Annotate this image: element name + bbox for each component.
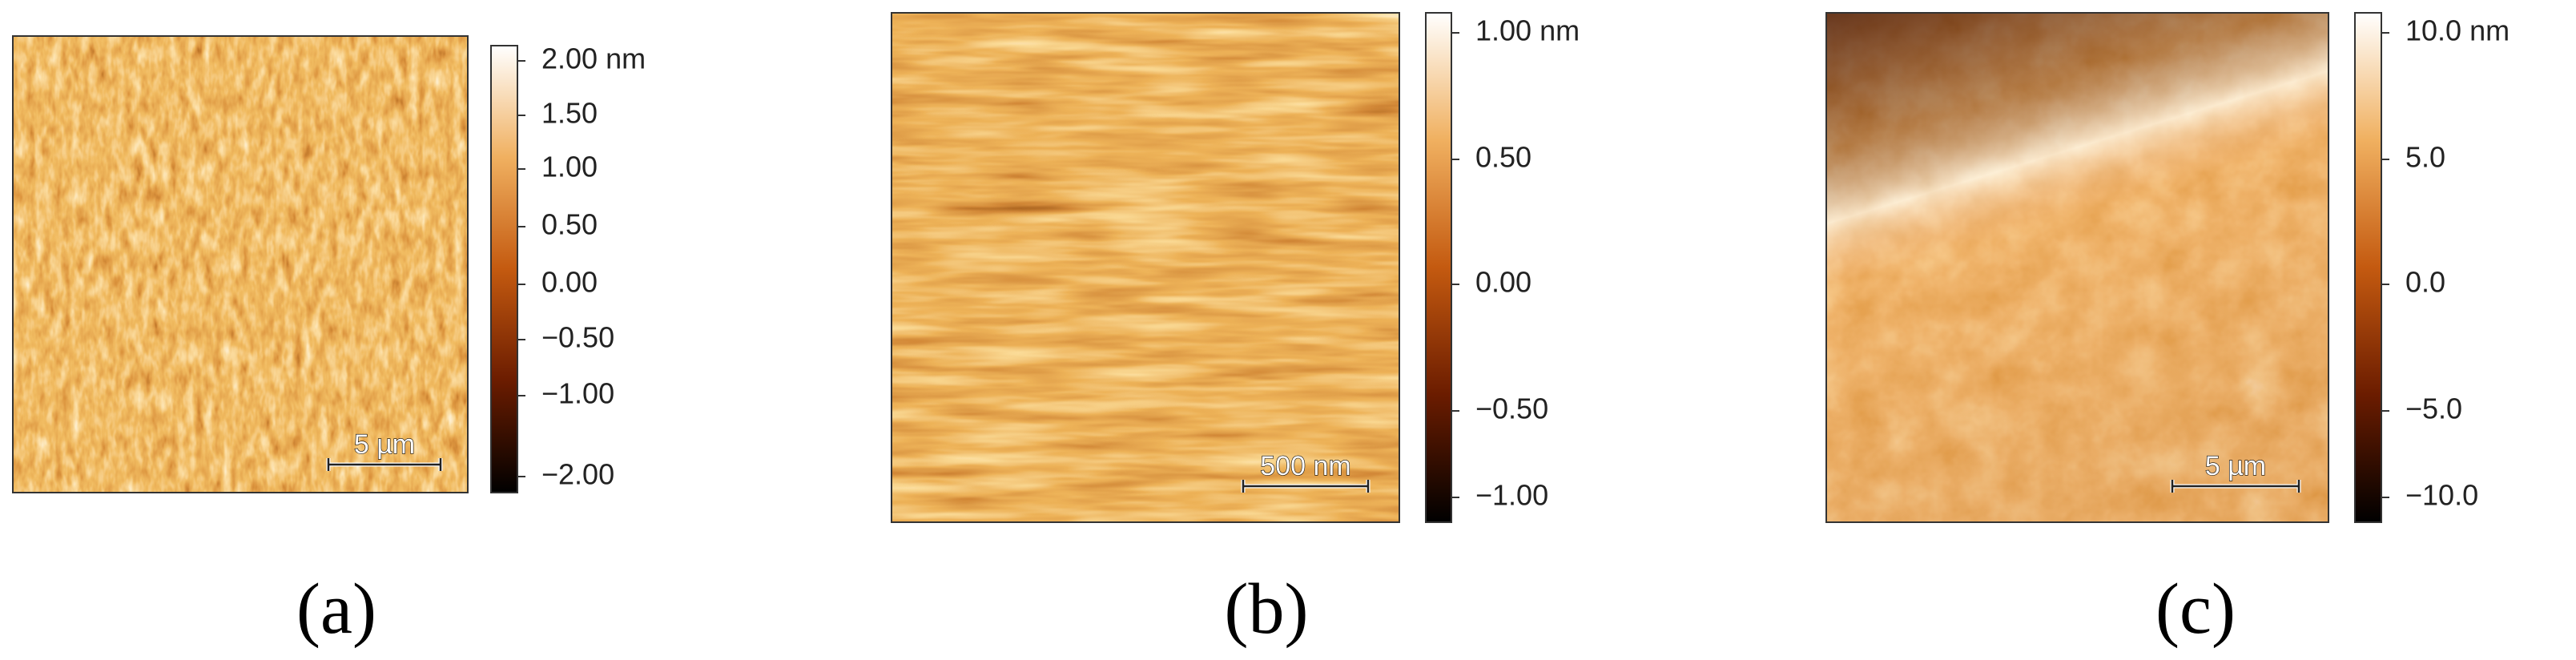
colorbar-tick-label: −0.50 — [541, 321, 614, 354]
afm-panel: 500 nm 1.00 nm 0.50 0.00 −0.50 −1.00 (b) — [891, 12, 1580, 649]
panel-label: (c) — [2155, 569, 2236, 649]
afm-shading — [1826, 13, 2328, 522]
colorbar-tick-label: 0.50 — [541, 208, 598, 241]
colorbar-tick-label: 0.00 — [1475, 266, 1532, 299]
colorbar-tick-label: 1.00 — [541, 151, 598, 183]
scale-bar-core — [327, 458, 442, 471]
panel-label: (b) — [1225, 569, 1309, 649]
colorbar-tick-label: −1.00 — [541, 377, 614, 410]
colorbar-tick-label: −0.50 — [1475, 392, 1548, 425]
colorbar-tick-label: 1.00 nm — [1475, 14, 1580, 47]
colorbar — [2354, 12, 2382, 523]
scale-bar-core — [2171, 480, 2300, 493]
afm-image — [13, 36, 468, 493]
scale-bar-label: 5 µm — [2205, 451, 2266, 481]
scale-bar-core — [1242, 480, 1370, 493]
afm-panel: 5 µm 2.00 nm 1.50 1.00 0.50 0.00 −0.50 −1.00 −2.… — [12, 35, 646, 649]
colorbar — [490, 45, 518, 493]
image-border — [891, 12, 1400, 523]
scale-bar-label: 500 nm — [1260, 451, 1350, 481]
colorbar-tick-label: 0.50 — [1475, 141, 1532, 174]
colorbar-tick-label: 0.0 — [2405, 266, 2445, 299]
afm-image — [892, 13, 1399, 522]
image-border — [1825, 12, 2329, 523]
colorbar-tick-label: 0.00 — [541, 266, 598, 299]
image-border — [12, 35, 469, 493]
colorbar-tick-label: −5.0 — [2405, 392, 2462, 425]
colorbar-tick-label: 5.0 — [2405, 141, 2445, 174]
colorbar-tick-label: −2.00 — [541, 458, 614, 491]
colorbar-tick-label: −1.00 — [1475, 479, 1548, 512]
scale-bar-label: 5 µm — [354, 429, 415, 460]
afm-panel: 5 µm 10.0 nm 5.0 0.0 −5.0 −10.0 (c) — [1825, 12, 2510, 649]
colorbar-tick-label: 10.0 nm — [2405, 14, 2510, 47]
colorbar-tick-label: −10.0 — [2405, 479, 2478, 512]
colorbar-tick-label: 2.00 nm — [541, 42, 646, 75]
panel-label: (a) — [296, 569, 376, 649]
colorbar — [1425, 12, 1452, 523]
colorbar-tick-label: 1.50 — [541, 97, 598, 130]
